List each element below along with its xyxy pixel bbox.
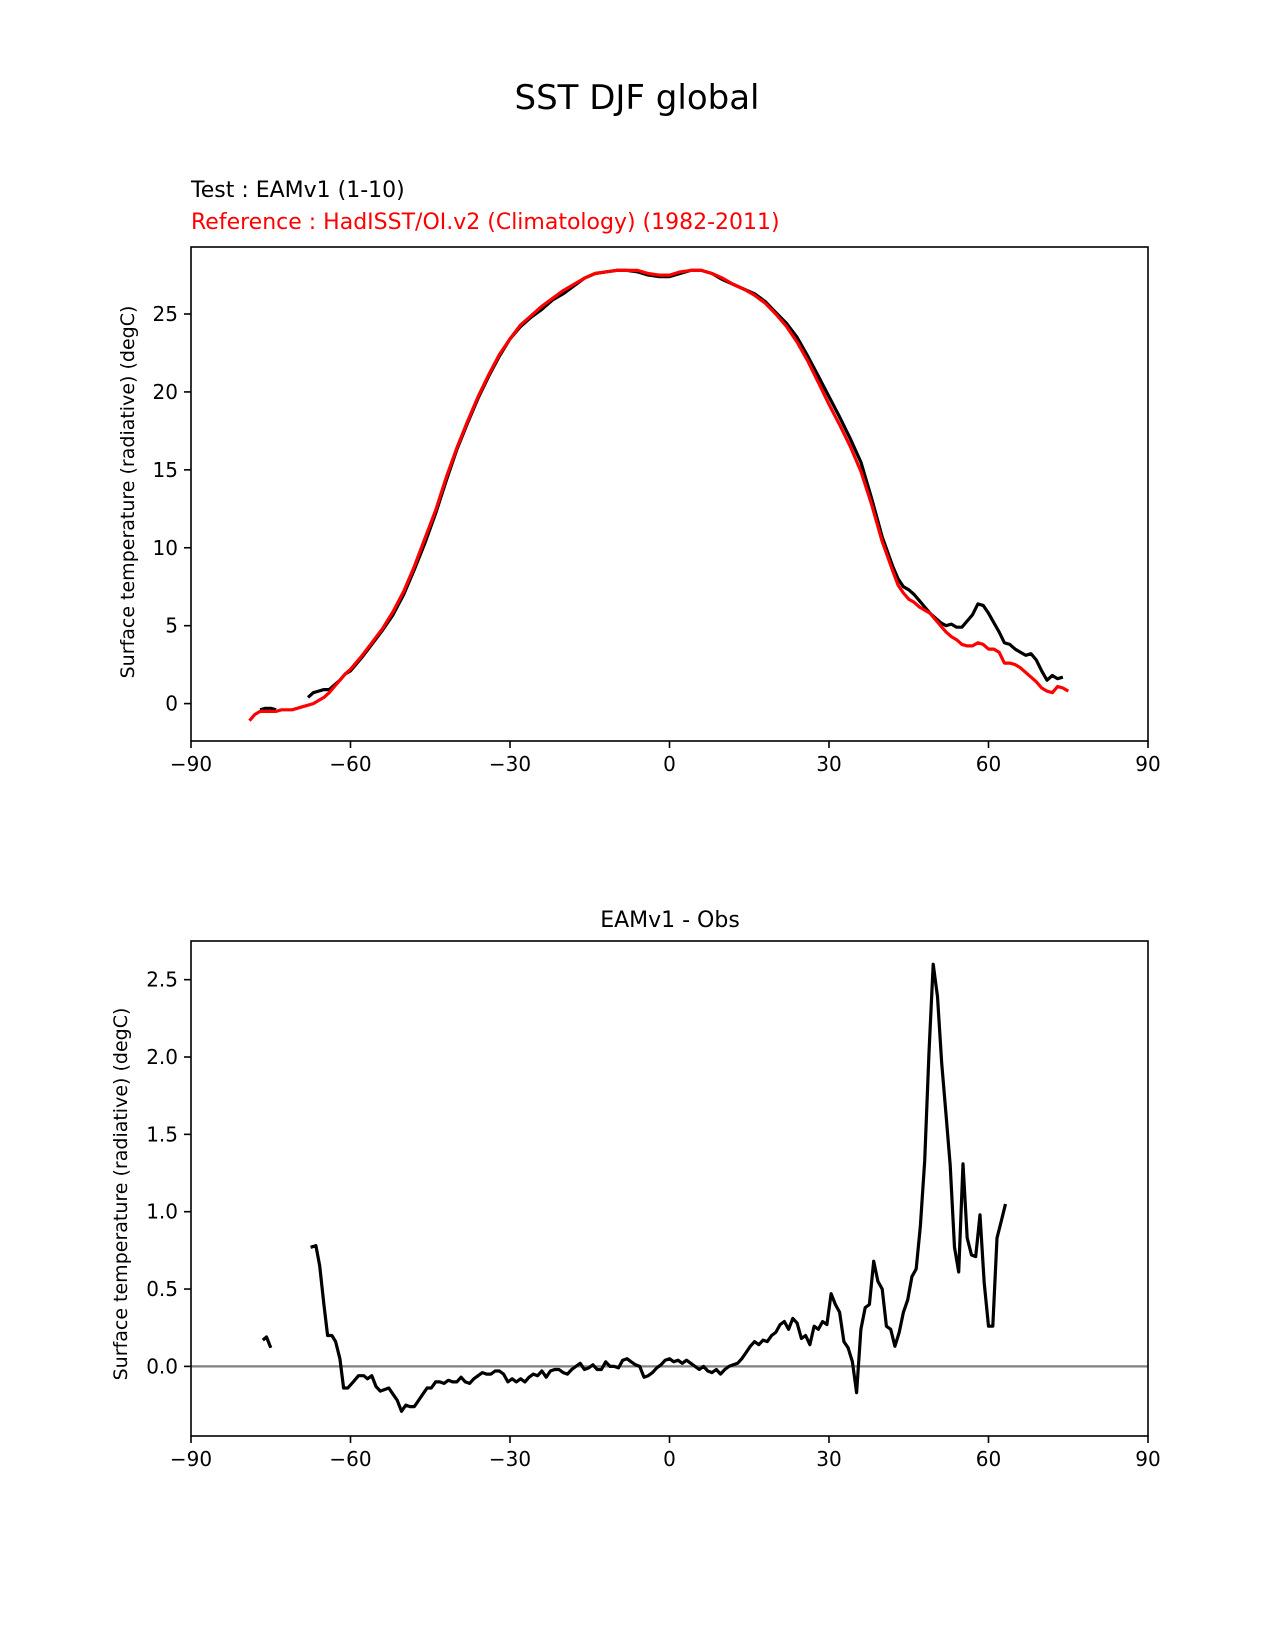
top-y-tick-label: 15 — [153, 458, 178, 482]
bottom-plot-area: −90 −60 −30 0 30 60 90 0.0 0.5 1.0 1.5 2.0 2.5 — [146, 940, 1161, 1471]
top-y-tick-label: 5 — [165, 614, 178, 638]
top-test-line-segment-0 — [259, 706, 277, 712]
top-x-tick-label: 60 — [976, 752, 1001, 776]
bottom-x-tick-label: −90 — [170, 1447, 212, 1471]
bottom-x-tick-label: 60 — [976, 1447, 1001, 1471]
top-reference-line-segment-0 — [248, 268, 1070, 722]
top-y-tick-label: 20 — [153, 380, 178, 404]
top-panel: Test : EAMv1 (1-10) Reference : HadISST/… — [117, 178, 1161, 776]
bottom-difference-line-segment-0 — [261, 1335, 273, 1349]
top-y-axis-label: Surface temperature (radiative) (degC) — [117, 306, 139, 679]
top-y-tick-label: 25 — [153, 302, 178, 326]
top-y-tick-label: 0 — [165, 692, 178, 716]
top-plot-area: −90 −60 −30 0 30 60 90 0 5 10 15 20 25 — [153, 246, 1161, 776]
bottom-x-tick-label: 30 — [816, 1447, 841, 1471]
top-x-tick-label: 90 — [1135, 752, 1160, 776]
bottom-y-tick-label: 0.5 — [146, 1277, 178, 1301]
bottom-x-tick-label: 0 — [663, 1447, 676, 1471]
reference-label: Reference : HadISST/OI.v2 (Climatology) … — [191, 210, 780, 235]
top-y-tick-label: 10 — [153, 536, 178, 560]
bottom-title: EAMv1 - Obs — [600, 908, 740, 933]
bottom-y-tick-label: 2.0 — [146, 1045, 178, 1069]
bottom-y-tick-label: 1.0 — [146, 1200, 178, 1224]
bottom-y-axis-label: Surface temperature (radiative) (degC) — [110, 1008, 132, 1381]
top-axes-frame — [190, 246, 1149, 742]
top-x-tick-label: −30 — [489, 752, 531, 776]
top-x-tick-label: 0 — [663, 752, 676, 776]
top-x-tick-label: 30 — [816, 752, 841, 776]
bottom-difference-line-segment-1 — [310, 962, 1008, 1413]
bottom-x-tick-label: 90 — [1135, 1447, 1160, 1471]
bottom-axes-frame — [190, 940, 1149, 1437]
bottom-panel: EAMv1 - Obs Surface temperature (radiati… — [110, 908, 1161, 1471]
test-label: Test : EAMv1 (1-10) — [190, 178, 405, 203]
bottom-x-tick-label: −30 — [489, 1447, 531, 1471]
top-x-tick-label: −60 — [329, 752, 371, 776]
top-x-tick-label: −90 — [170, 752, 212, 776]
bottom-y-tick-label: 2.5 — [146, 968, 178, 992]
bottom-y-tick-label: 1.5 — [146, 1122, 178, 1146]
bottom-y-tick-label: 0.0 — [146, 1354, 178, 1378]
figure-title: SST DJF global — [514, 78, 759, 118]
bottom-x-tick-label: −60 — [329, 1447, 371, 1471]
